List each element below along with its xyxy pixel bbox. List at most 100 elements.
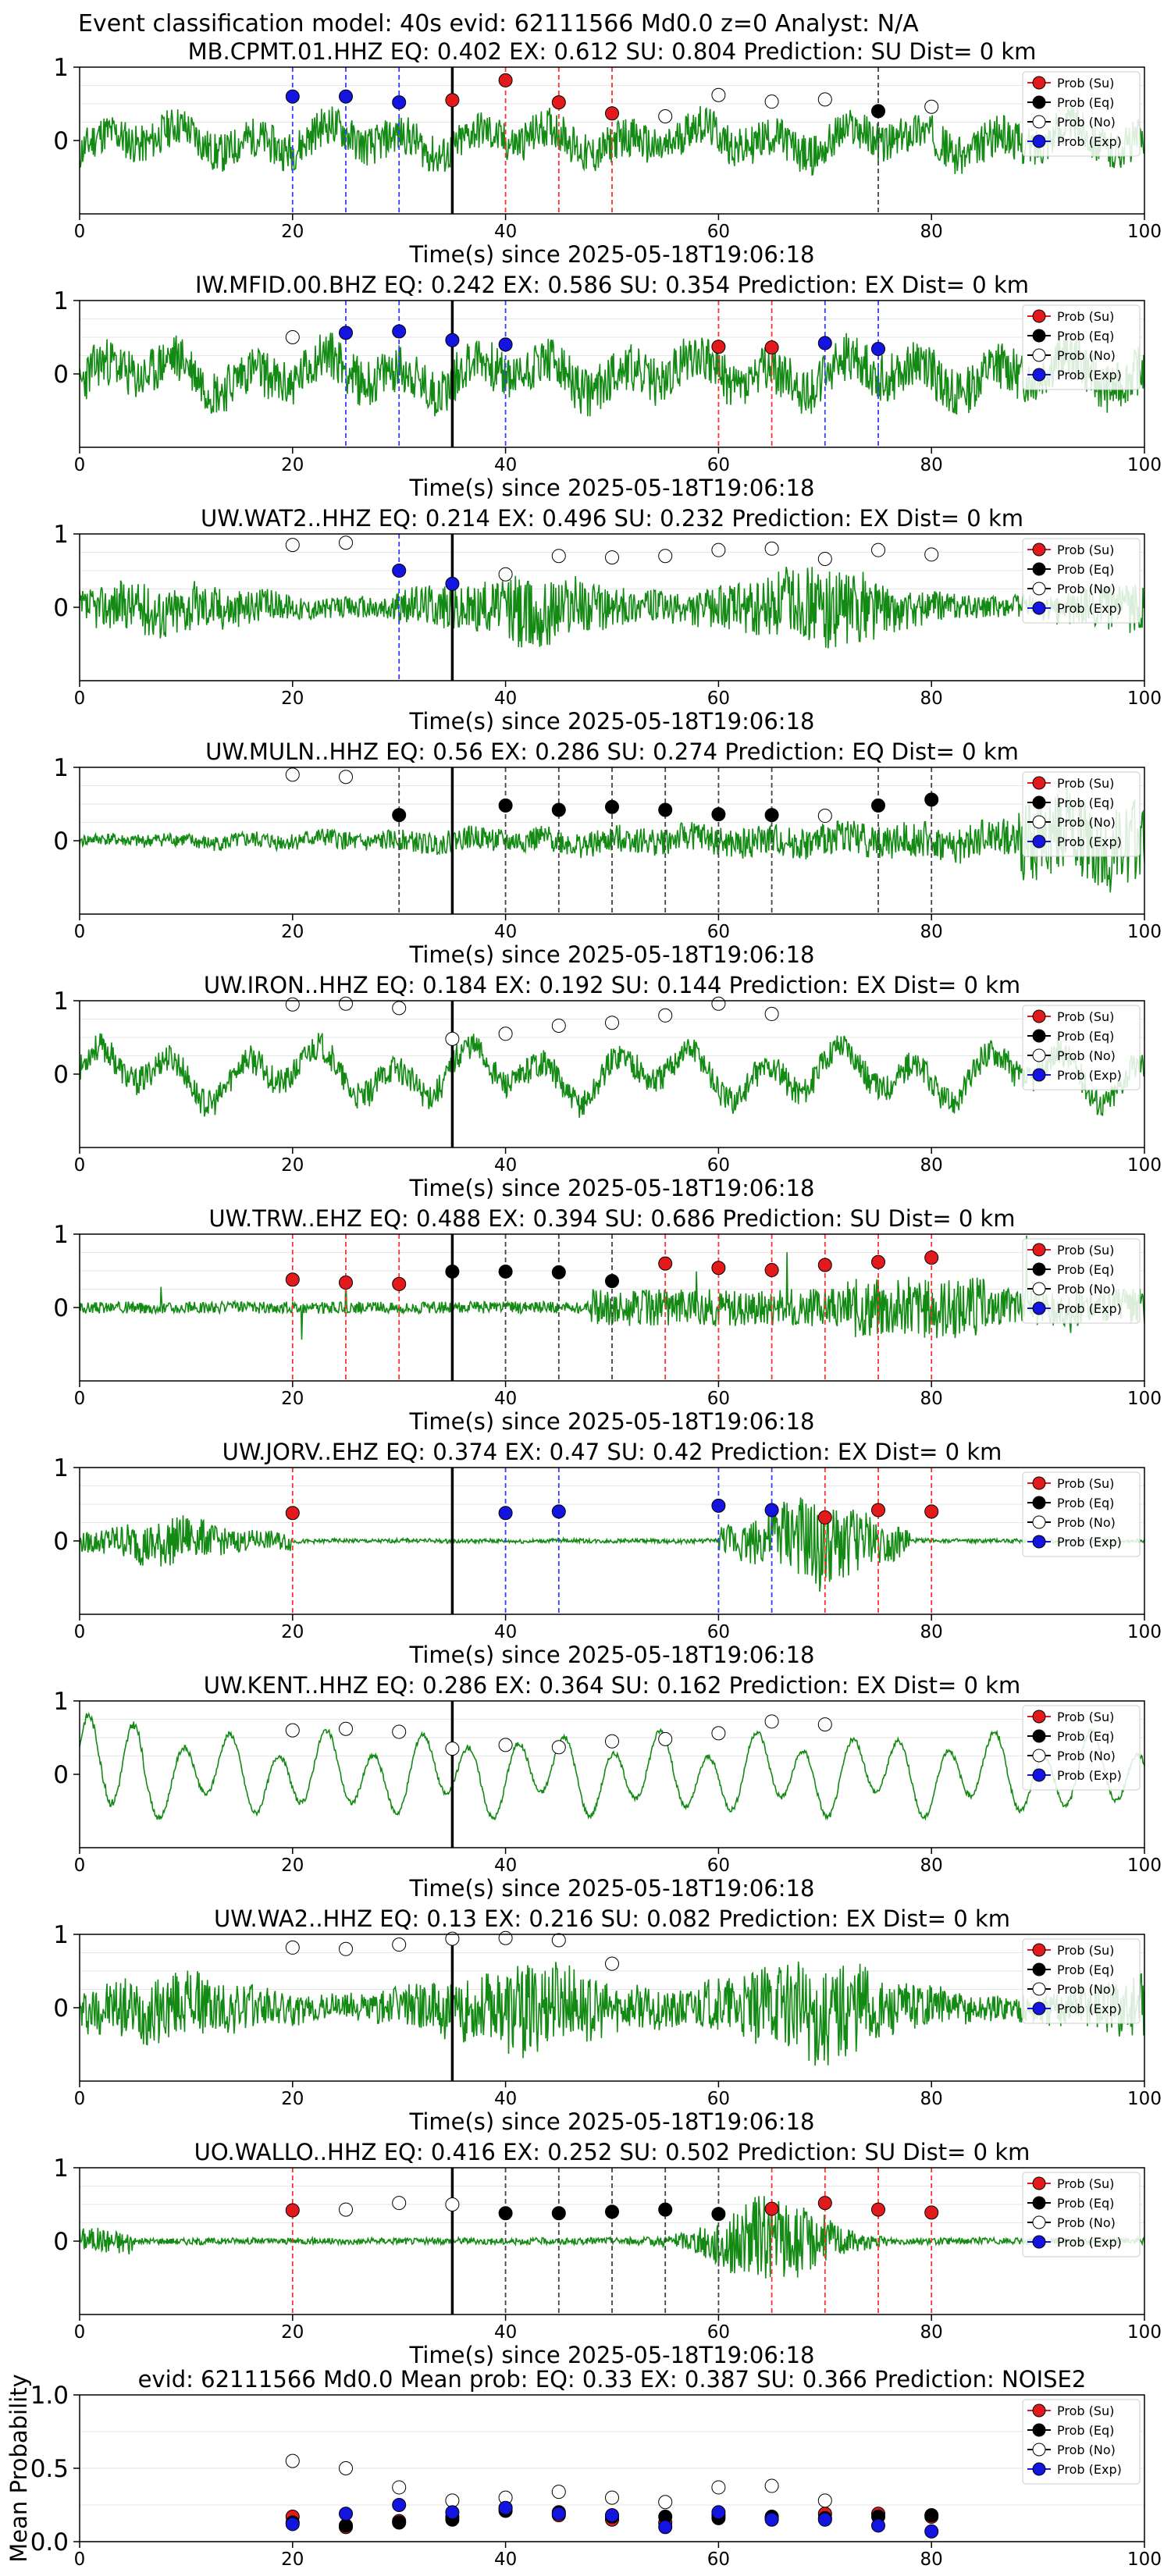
prob-point-su (711, 340, 726, 354)
prob-point-exp (551, 1504, 566, 1519)
prob-point-eq (498, 798, 513, 813)
prob-point-su (924, 1504, 939, 1519)
legend-marker-no (1032, 2215, 1046, 2229)
legend-label-su: Prob (Su) (1057, 76, 1114, 91)
prob-point-su (817, 1258, 832, 1272)
x-tick-label: 100 (1127, 688, 1162, 709)
prob-point-exp (498, 2500, 513, 2515)
prob-point-exp (924, 2524, 939, 2539)
prob-point-no (285, 2453, 300, 2468)
prob-point-exp (711, 2505, 726, 2520)
y-tick-label: 1 (53, 1688, 69, 1716)
x-tick-label: 20 (281, 455, 304, 475)
prob-point-no (817, 2493, 832, 2508)
x-tick-label: 100 (1127, 1155, 1162, 1176)
x-tick-label: 100 (1127, 1389, 1162, 1409)
prob-point-eq (605, 799, 619, 814)
legend-label-exp: Prob (Exp) (1057, 1068, 1122, 1083)
x-tick-label: 80 (920, 922, 943, 942)
x-tick-label: 20 (281, 1622, 304, 1642)
prob-point-no (605, 2490, 619, 2505)
legend-marker-eq (1032, 329, 1046, 343)
x-axis-label: Time(s) since 2025-05-18T19:06:18 (409, 708, 815, 735)
x-tick-label: 60 (707, 1389, 730, 1409)
prob-point-no (924, 99, 939, 114)
legend-label-no: Prob (No) (1057, 582, 1116, 596)
y-tick-label: 1 (53, 754, 69, 782)
legend-box (1022, 771, 1141, 857)
prob-point-eq (871, 104, 885, 119)
legend-label-eq: Prob (Eq) (1057, 1962, 1114, 1977)
legend-marker-eq (1032, 2196, 1046, 2210)
x-tick-label: 60 (707, 1622, 730, 1642)
prob-point-eq (924, 792, 939, 807)
prob-point-eq (924, 2508, 939, 2523)
legend-label-exp: Prob (Exp) (1057, 2001, 1122, 2016)
y-axis-label: Mean Probability (5, 2374, 32, 2563)
x-tick-label: 0 (74, 2089, 86, 2109)
panel-title: UW.MULN..HHZ EQ: 0.56 EX: 0.286 SU: 0.27… (205, 738, 1019, 765)
prob-point-no (817, 92, 832, 107)
legend-marker-no (1032, 1282, 1046, 1296)
legend-label-su: Prob (Su) (1057, 1943, 1114, 1958)
legend-marker-eq (1032, 95, 1046, 109)
legend-label-no: Prob (No) (1057, 1749, 1116, 1763)
legend-marker-su (1032, 1243, 1046, 1257)
legend-label-eq: Prob (Eq) (1057, 2196, 1114, 2211)
legend-marker-eq (1032, 795, 1046, 809)
prob-point-su (605, 106, 619, 121)
x-tick-label: 60 (707, 2549, 730, 2570)
station-panel-7: UW.KENT..HHZ EQ: 0.286 EX: 0.364 SU: 0.1… (53, 1672, 1162, 1902)
prob-point-no (605, 1734, 619, 1749)
prob-point-no (498, 1026, 513, 1041)
prob-point-no (764, 94, 779, 109)
y-tick-label: 1 (53, 521, 69, 549)
legend-marker-su (1032, 776, 1046, 790)
legend-marker-su (1032, 1009, 1046, 1023)
legend-marker-su (1032, 2176, 1046, 2190)
prob-point-su (339, 1276, 353, 1290)
prob-point-no (339, 2461, 353, 2475)
x-tick-label: 0 (74, 1622, 86, 1642)
x-tick-label: 20 (281, 2089, 304, 2109)
legend-label-no: Prob (No) (1057, 1282, 1116, 1297)
y-tick-label: 0.0 (30, 2528, 69, 2556)
prob-point-no (764, 1714, 779, 1729)
x-tick-label: 80 (920, 222, 943, 242)
prob-point-eq (445, 1264, 460, 1279)
prob-point-eq (764, 808, 779, 823)
x-tick-label: 0 (74, 2549, 86, 2570)
prob-point-exp (392, 564, 407, 578)
prob-point-no (392, 1724, 407, 1739)
legend-marker-exp (1032, 601, 1046, 615)
prob-point-no (711, 87, 726, 102)
legend-box (1022, 538, 1141, 624)
prob-point-no (445, 1031, 460, 1046)
prob-point-no (658, 1731, 673, 1746)
panel-title: evid: 62111566 Md0.0 Mean prob: EQ: 0.33… (138, 2366, 1087, 2393)
prob-point-no (339, 770, 353, 785)
panel-title: UO.WALLO..HHZ EQ: 0.416 EX: 0.252 SU: 0.… (194, 2139, 1030, 2165)
prob-point-no (445, 1742, 460, 1756)
prob-point-exp (445, 333, 460, 347)
prob-point-exp (605, 2508, 619, 2523)
y-tick-label: 0 (53, 1061, 69, 1089)
legend-marker-eq (1032, 1262, 1046, 1276)
x-tick-label: 0 (74, 688, 86, 709)
prob-point-no (498, 1738, 513, 1752)
prob-point-su (764, 1263, 779, 1278)
legend-label-exp: Prob (Exp) (1057, 1535, 1122, 1550)
legend-label-eq: Prob (Eq) (1057, 1262, 1114, 1277)
prob-point-su (764, 340, 779, 355)
y-tick-label: 1 (53, 1454, 69, 1482)
legend-label-exp: Prob (Exp) (1057, 1768, 1122, 1783)
prob-point-su (924, 1251, 939, 1265)
prob-point-exp (285, 2517, 300, 2532)
station-panel-6: UW.JORV..EHZ EQ: 0.374 EX: 0.47 SU: 0.42… (53, 1439, 1162, 1668)
legend-label-exp: Prob (Exp) (1057, 134, 1122, 149)
y-tick-label: 0 (53, 127, 69, 155)
legend-box (1022, 304, 1141, 390)
legend-marker-su (1032, 309, 1046, 323)
prob-point-no (498, 1930, 513, 1945)
prob-point-exp (498, 337, 513, 352)
